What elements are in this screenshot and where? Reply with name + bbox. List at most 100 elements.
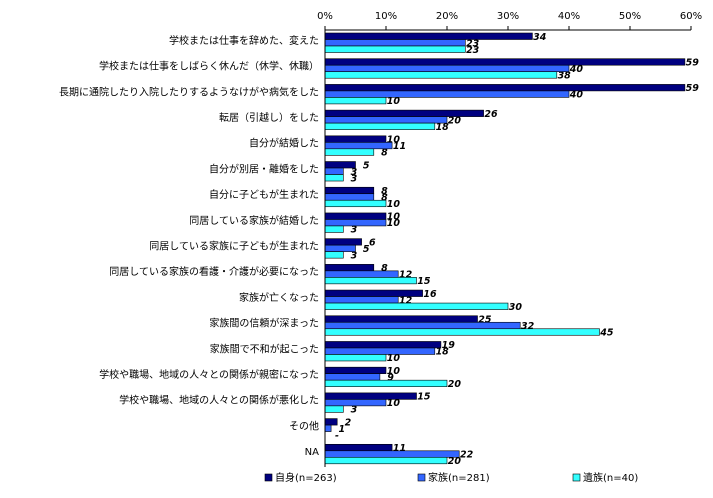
bar bbox=[324, 167, 344, 175]
legend-swatch bbox=[417, 473, 426, 482]
value-label: 10 bbox=[387, 212, 401, 223]
value-label: 18 bbox=[436, 347, 450, 358]
bar bbox=[324, 64, 570, 73]
x-tick-label: 20% bbox=[436, 11, 458, 22]
value-label: 59 bbox=[686, 57, 700, 68]
value-label: 8 bbox=[381, 186, 388, 197]
value-label: 9 bbox=[387, 372, 394, 383]
bar bbox=[324, 84, 686, 92]
bar bbox=[324, 135, 387, 143]
legend-swatch bbox=[264, 473, 273, 482]
value-label: 10 bbox=[387, 199, 401, 210]
value-label: - bbox=[335, 430, 339, 441]
value-label: 12 bbox=[399, 270, 413, 281]
legend-label: 自身(n=263) bbox=[275, 471, 337, 484]
bar bbox=[324, 450, 460, 458]
bar bbox=[324, 186, 375, 195]
value-label: 6 bbox=[369, 237, 376, 248]
x-tick-label: 30% bbox=[497, 11, 519, 22]
value-label: 3 bbox=[351, 225, 358, 236]
value-label: 26 bbox=[484, 109, 498, 120]
bar bbox=[324, 122, 436, 130]
bar bbox=[324, 174, 344, 182]
category-label: 家族が亡くなった bbox=[239, 291, 319, 304]
value-label: 23 bbox=[466, 45, 480, 56]
value-label: 11 bbox=[393, 443, 406, 454]
value-label: 32 bbox=[521, 321, 535, 332]
value-label: 10 bbox=[387, 96, 401, 107]
category-label: 学校または仕事をしばらく休んだ（休学、休職） bbox=[99, 60, 319, 73]
category-label: 同居している家族が結婚した bbox=[189, 214, 319, 227]
value-label: 34 bbox=[533, 32, 547, 43]
bar bbox=[324, 354, 387, 362]
legend-label: 遺族(n=40) bbox=[583, 471, 638, 484]
bar bbox=[324, 296, 399, 304]
bar bbox=[324, 39, 466, 47]
value-label: 40 bbox=[569, 64, 584, 75]
value-label: 10 bbox=[387, 353, 401, 364]
category-label: 長期に通院したり入院したりするようなけがや病気をした bbox=[59, 85, 319, 98]
category-label: 転居（引越し）をした bbox=[219, 111, 319, 124]
category-label: その他 bbox=[289, 419, 319, 432]
value-label: 20 bbox=[448, 456, 462, 467]
bar bbox=[324, 212, 387, 220]
bar bbox=[324, 251, 344, 259]
bar bbox=[324, 366, 387, 374]
x-tick-label: 0% bbox=[317, 11, 333, 22]
bar bbox=[324, 418, 338, 426]
value-label: 2 bbox=[345, 417, 352, 428]
bar bbox=[324, 238, 362, 246]
bar bbox=[324, 71, 558, 79]
x-tick-label: 10% bbox=[375, 11, 397, 22]
value-label: 16 bbox=[423, 289, 437, 300]
value-label: 5 bbox=[363, 160, 370, 171]
value-label: 3 bbox=[351, 173, 358, 184]
category-label: NA bbox=[305, 447, 319, 458]
value-label: 30 bbox=[509, 302, 523, 313]
bar bbox=[324, 90, 570, 98]
value-label: 22 bbox=[460, 450, 474, 461]
value-label: 8 bbox=[381, 148, 388, 159]
bar bbox=[324, 405, 344, 413]
value-label: 8 bbox=[381, 192, 388, 203]
value-label: 10 bbox=[387, 366, 401, 377]
bar bbox=[324, 373, 381, 381]
value-label: 12 bbox=[399, 295, 413, 306]
value-label: 20 bbox=[448, 379, 462, 390]
bar bbox=[324, 32, 533, 40]
value-label: 5 bbox=[363, 244, 370, 255]
value-label: 15 bbox=[417, 276, 431, 287]
bar bbox=[324, 193, 375, 201]
category-label: 自分が別居・離婚をした bbox=[209, 162, 319, 175]
bar bbox=[324, 302, 509, 310]
category-label: 自分に子どもが生まれた bbox=[209, 188, 319, 201]
value-label: 45 bbox=[599, 328, 614, 339]
value-label: 8 bbox=[381, 263, 388, 274]
bar bbox=[324, 97, 387, 105]
legend-label: 家族(n=281) bbox=[428, 471, 490, 484]
value-label: 3 bbox=[351, 405, 358, 416]
bar bbox=[324, 341, 442, 349]
category-label: 学校や職場、地域の人々との関係が親密になった bbox=[99, 368, 319, 381]
value-label: 40 bbox=[569, 90, 584, 101]
value-label: 23 bbox=[466, 38, 480, 49]
category-label: 自分が結婚した bbox=[249, 137, 319, 150]
bar bbox=[324, 58, 686, 66]
value-label: 3 bbox=[351, 250, 358, 261]
bar bbox=[324, 328, 600, 336]
category-label: 家族間で不和が起こった bbox=[210, 342, 319, 355]
category-label: 同居している家族の看護・介護が必要になった bbox=[109, 265, 319, 278]
value-label: 59 bbox=[686, 83, 700, 94]
bar bbox=[324, 424, 332, 432]
value-label: 19 bbox=[442, 340, 456, 351]
category-label: 学校または仕事を辞めた、変えた bbox=[169, 34, 319, 47]
value-label: 10 bbox=[387, 398, 401, 409]
x-tick-label: 50% bbox=[619, 11, 641, 22]
bar bbox=[324, 456, 448, 465]
bar bbox=[324, 199, 387, 208]
value-label: 1 bbox=[338, 424, 345, 435]
bar bbox=[324, 443, 393, 452]
bar bbox=[324, 45, 466, 53]
x-tick-label: 60% bbox=[680, 11, 702, 22]
